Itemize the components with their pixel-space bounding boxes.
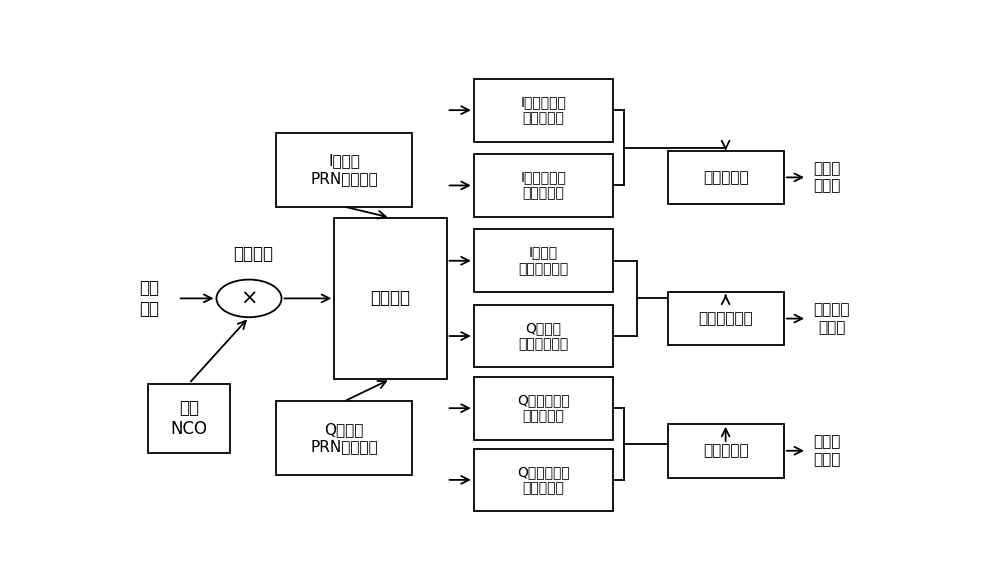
FancyBboxPatch shape xyxy=(474,229,613,292)
FancyBboxPatch shape xyxy=(474,79,613,141)
FancyBboxPatch shape xyxy=(668,151,784,204)
FancyBboxPatch shape xyxy=(474,377,613,439)
FancyBboxPatch shape xyxy=(474,304,613,367)
Text: 复相关器: 复相关器 xyxy=(370,289,410,307)
Text: 合成鉴相器: 合成鉴相器 xyxy=(703,443,748,458)
Text: I码通道载波
相位鉴别器: I码通道载波 相位鉴别器 xyxy=(521,95,566,125)
FancyBboxPatch shape xyxy=(276,133,412,207)
FancyBboxPatch shape xyxy=(474,154,613,217)
Text: I码通道
PRN码发生器: I码通道 PRN码发生器 xyxy=(310,153,378,186)
FancyBboxPatch shape xyxy=(148,384,230,453)
FancyBboxPatch shape xyxy=(668,424,784,478)
Text: 合成鉴
相输出: 合成鉴 相输出 xyxy=(813,435,841,467)
FancyBboxPatch shape xyxy=(334,218,447,379)
Text: 合成鉴
频输出: 合成鉴 频输出 xyxy=(813,161,841,194)
FancyBboxPatch shape xyxy=(474,449,613,511)
Text: 合成码鉴别器: 合成码鉴别器 xyxy=(698,311,753,326)
Text: 合成码鉴
别输出: 合成码鉴 别输出 xyxy=(813,303,850,335)
Text: 载波
NCO: 载波 NCO xyxy=(170,399,207,438)
FancyBboxPatch shape xyxy=(276,402,412,475)
FancyBboxPatch shape xyxy=(668,292,784,346)
Text: Q码通道载波
频率鉴别器: Q码通道载波 频率鉴别器 xyxy=(517,393,570,423)
Text: 合成鉴频器: 合成鉴频器 xyxy=(703,170,748,185)
Text: Q码通道
码相位鉴别器: Q码通道 码相位鉴别器 xyxy=(518,321,569,351)
Text: Q码通道
PRN码发生器: Q码通道 PRN码发生器 xyxy=(310,422,378,455)
Text: I码通道
码相位鉴别器: I码通道 码相位鉴别器 xyxy=(518,246,569,276)
Text: I码通道载波
频率鉴别器: I码通道载波 频率鉴别器 xyxy=(521,171,566,201)
Text: ×: × xyxy=(240,289,258,308)
Text: Q码通道载波
相位鉴别器: Q码通道载波 相位鉴别器 xyxy=(517,465,570,495)
Text: 下变频器: 下变频器 xyxy=(233,244,273,262)
Text: 数字
中频: 数字 中频 xyxy=(139,279,159,318)
